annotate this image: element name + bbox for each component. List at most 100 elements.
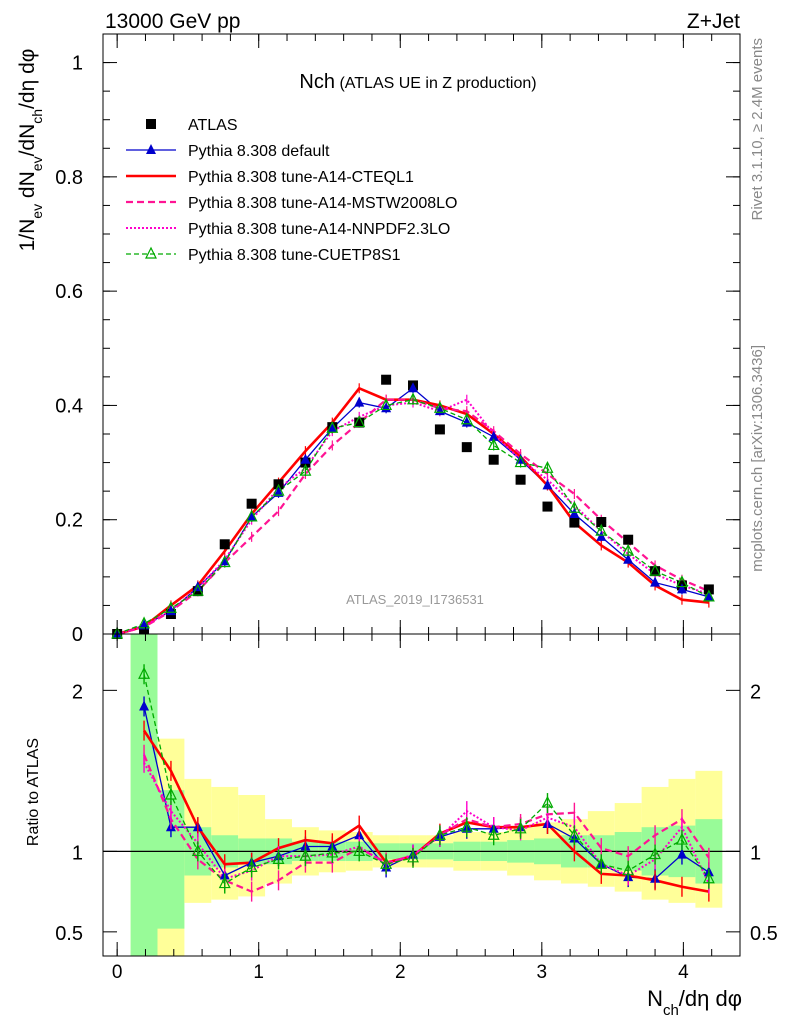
- y-tick-label: 0: [72, 624, 83, 646]
- y-tick-label: 1: [72, 53, 83, 75]
- cuetp-marker: [191, 844, 204, 856]
- ratio-plot-area: 0.5 0.5 1 1 2 2 0 1 2 3 4: [55, 633, 778, 983]
- atlas-data-point: [354, 417, 365, 428]
- cuetp-marker: [541, 795, 554, 808]
- cuetp-marker: [702, 589, 715, 602]
- cuetp-series-line: [143, 674, 710, 885]
- default-marker: [676, 583, 687, 594]
- cuetp-marker: [380, 856, 393, 869]
- atlas-data-point: [219, 539, 230, 550]
- cuetp-marker: [568, 827, 581, 840]
- cuetp-marker: [299, 848, 312, 861]
- default-marker: [542, 479, 553, 490]
- y-tick-label: 0.8: [55, 167, 83, 189]
- default-marker: [139, 619, 150, 630]
- cuetp-marker: [407, 850, 419, 863]
- legend: ATLAS Pythia 8.308 default Pythia 8.308 tu…: [126, 117, 457, 264]
- side-label-rivet: Rivet 3.1.10, ≥ 2.4M events: [749, 38, 766, 221]
- cuetp-marker: [299, 463, 312, 476]
- default-marker: [703, 590, 714, 601]
- atlas-data-point: [703, 584, 714, 595]
- ratio-y-tick-label-right: 0.5: [750, 923, 778, 945]
- ratio-y-tick-label-right: 1: [750, 842, 761, 864]
- main-plot-area: 0 0.2 0.4 0.6 0.8 1: [55, 33, 741, 646]
- default-marker: [327, 422, 338, 433]
- default-marker: [246, 510, 257, 521]
- default-marker: [354, 396, 365, 407]
- x-tick-label: 0: [112, 962, 123, 983]
- cuetp-marker: [353, 415, 366, 428]
- cuetp-marker: [164, 600, 177, 613]
- default-marker: [219, 555, 230, 566]
- cuetp-marker: [622, 863, 635, 876]
- cuetp-marker: [164, 787, 177, 800]
- cuetp-marker: [675, 832, 688, 845]
- main-title-name: Nch: [299, 71, 335, 93]
- header-left: 13000 GeV pp: [105, 10, 240, 33]
- default-marker: [650, 576, 661, 587]
- legend-label-atlas: ATLAS: [188, 117, 238, 134]
- legend-label-mstw: Pythia 8.308 tune-A14-MSTW2008LO: [188, 195, 457, 212]
- ratio-y-tick-label-right: 2: [750, 681, 761, 703]
- atlas-data-point: [381, 374, 392, 385]
- cuetp-marker: [595, 523, 608, 536]
- cuetp-marker: [380, 398, 393, 411]
- cuetp-marker: [675, 575, 688, 588]
- atlas-data-point: [623, 534, 634, 545]
- x-tick-label: 3: [537, 962, 548, 983]
- cuetp-marker: [326, 420, 339, 433]
- cuetp-marker: [487, 438, 500, 451]
- cuetp-marker: [353, 844, 366, 856]
- cuetp-marker: [245, 509, 258, 522]
- default-marker: [676, 848, 687, 859]
- default-marker: [139, 700, 150, 711]
- cuetp-marker: [460, 412, 473, 425]
- main-title: Nch (ATLAS UE in Z production): [299, 71, 536, 93]
- main-title-subtitle: (ATLAS UE in Z production): [339, 75, 536, 92]
- legend-label-nnpdf: Pythia 8.308 tune-A14-NNPDF2.3LO: [188, 221, 450, 238]
- nnpdf-series-line: [143, 762, 710, 884]
- cuetp-marker: [145, 246, 157, 259]
- x-axis-label: Nch/dη dφ: [647, 986, 742, 1019]
- legend-label-default: Pythia 8.308 default: [188, 143, 330, 160]
- default-marker: [273, 486, 284, 497]
- default-marker: [623, 553, 634, 564]
- cuetp-marker: [487, 827, 500, 840]
- cuetp-marker: [272, 852, 285, 865]
- main-y-axis-label: 1/Nev dNev/dNch/dη dφ: [16, 49, 45, 252]
- atlas-data-point: [542, 501, 553, 512]
- ratio-y-tick-label: 2: [72, 681, 83, 703]
- atlas-data-point: [146, 119, 156, 129]
- ratio-y-axis-label: Ratio to ATLAS: [25, 738, 42, 846]
- cuetp-marker: [218, 555, 231, 568]
- cuetp-marker: [541, 460, 554, 473]
- cuetp-marker: [702, 871, 715, 884]
- default-marker: [569, 508, 580, 518]
- cuetp-marker: [433, 827, 446, 840]
- y-tick-label: 0.2: [55, 510, 83, 532]
- atlas-data-point: [569, 517, 580, 528]
- cuetp-marker: [272, 483, 285, 496]
- default-marker: [596, 530, 607, 541]
- cuetp-marker: [622, 543, 635, 556]
- cuetp-marker: [568, 500, 581, 513]
- header-right: Z+Jet: [687, 10, 740, 33]
- cuetp-marker: [649, 563, 662, 576]
- cuetp-marker: [595, 856, 608, 869]
- legend-label-cteql1: Pythia 8.308 tune-A14-CTEQL1: [188, 169, 414, 186]
- atlas-data-point: [488, 454, 499, 465]
- legend-label-cuetp: Pythia 8.308 tune-CUETP8S1: [188, 247, 401, 264]
- cuetp-marker: [514, 455, 527, 468]
- cuetp-marker: [138, 666, 151, 679]
- cuetp-marker: [407, 392, 419, 405]
- watermark: ATLAS_2019_I1736531: [346, 592, 484, 607]
- cuetp-marker: [433, 400, 446, 413]
- ratio-band-inner: [130, 634, 158, 956]
- x-tick-label: 2: [395, 962, 406, 983]
- y-tick-label: 0.4: [55, 395, 83, 417]
- cuetp-marker: [191, 583, 204, 596]
- atlas-data-point: [461, 442, 472, 453]
- cuetp-marker: [326, 845, 339, 858]
- atlas-data-point: [434, 424, 445, 435]
